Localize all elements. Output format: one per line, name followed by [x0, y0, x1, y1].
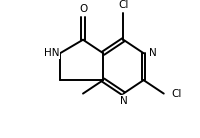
Text: Cl: Cl [170, 89, 181, 99]
Text: O: O [78, 4, 87, 14]
Text: Cl: Cl [118, 0, 128, 10]
Text: N: N [148, 48, 156, 58]
Text: HN: HN [43, 48, 59, 58]
Text: N: N [119, 96, 127, 106]
